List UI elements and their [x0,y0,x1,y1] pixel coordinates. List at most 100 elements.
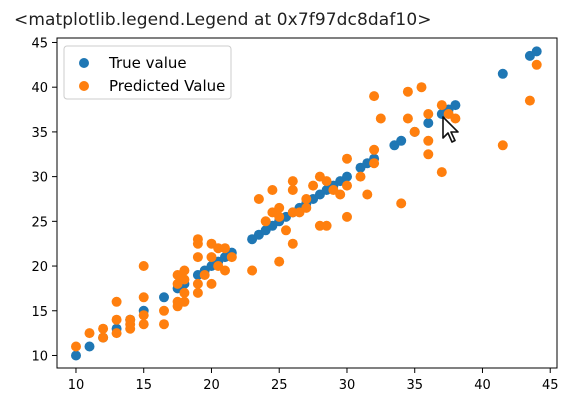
predicted-value-point [220,243,230,254]
predicted-value-point [369,144,380,155]
true-value-point [531,46,542,57]
predicted-value-point [436,100,447,111]
y-tick-label: 25 [31,215,48,230]
predicted-value-point [450,113,461,124]
predicted-value-point [342,211,352,222]
true-value-point [423,118,434,128]
predicted-value-point [192,278,203,289]
true-value-point [84,341,95,352]
predicted-value-point [253,194,264,204]
x-tick-label: 20 [203,378,220,393]
predicted-value-point [416,82,427,93]
y-tick-label: 30 [31,171,48,186]
predicted-value-point [159,305,169,316]
true-value-point [159,292,169,303]
predicted-value-point [375,113,386,124]
predicted-value-point [111,328,122,339]
predicted-value-point [125,323,136,334]
predicted-value-point [192,238,203,249]
predicted-value-point [362,189,373,200]
predicted-value-point [369,91,380,102]
mouse-pointer-icon [442,116,459,143]
predicted-value-point [369,158,380,169]
predicted-value-point [423,109,434,119]
predicted-value-point [179,287,190,298]
predicted-value-point [138,261,149,271]
y-tick-label: 10 [31,349,48,364]
predicted-value-point [138,319,149,330]
predicted-value-point [179,296,190,307]
y-tick-label: 35 [31,126,48,141]
predicted-value-point [179,265,190,276]
predicted-value-point [301,202,312,213]
predicted-value-point [220,265,230,276]
predicted-value-point [355,171,366,182]
x-axis: 10 15 20 25 30 35 40 45 [68,368,559,393]
predicted-value-point [98,323,109,334]
cell-output-text: <matplotlib.legend.Legend at 0x7f97dc8da… [14,10,432,30]
predicted-value-point [423,149,434,160]
predicted-value-point [247,265,258,276]
predicted-value-point [281,225,291,236]
predicted-value-point [321,220,332,231]
predicted-value-point [111,296,122,307]
true-value-point [497,68,508,79]
true-value-point [71,350,81,361]
predicted-value-point [287,176,298,187]
predicted-value-point [531,59,542,70]
predicted-value-point [436,167,447,178]
predicted-value-point [179,274,190,285]
predicted-value-point [342,153,352,164]
predicted-value-point [71,341,81,352]
predicted-value-point [206,252,217,263]
y-tick-label: 40 [31,81,48,96]
predicted-value-point [125,314,136,325]
legend-marker-true-value [79,58,89,68]
points-layer [71,46,542,361]
legend-box [63,45,232,100]
legend-label-predicted-value: Predicted Value [109,77,225,95]
predicted-value-point [260,216,271,227]
predicted-value-point [402,113,413,124]
predicted-value-point [192,252,203,263]
predicted-value-point [226,252,237,263]
predicted-value-point [524,95,535,106]
x-tick-label: 45 [542,378,559,393]
predicted-value-point [287,185,298,195]
predicted-value-point [267,185,278,195]
predicted-value-point [301,194,312,204]
legend-marker-predicted-value [79,81,89,91]
x-tick-label: 25 [271,378,288,393]
predicted-value-point [84,328,95,339]
plot-frame [56,37,558,369]
y-axis: 10 15 20 25 30 35 40 45 [31,36,57,364]
true-value-point [396,135,407,146]
predicted-value-point [274,202,285,213]
x-tick-label: 15 [135,378,152,393]
predicted-value-point [287,238,298,249]
predicted-value-point [497,140,508,151]
predicted-value-point [335,189,346,200]
y-tick-label: 15 [31,305,48,320]
y-tick-label: 45 [31,36,48,51]
true-value-point [450,100,461,111]
predicted-value-point [274,256,285,267]
predicted-value-point [396,198,407,209]
predicted-value-point [274,211,285,222]
predicted-value-point [199,270,210,280]
predicted-value-point [402,86,413,97]
predicted-value-point [111,314,122,325]
x-tick-label: 35 [406,378,423,393]
x-tick-label: 30 [339,378,356,393]
predicted-value-point [206,278,217,289]
predicted-value-point [423,135,434,146]
x-tick-label: 40 [474,378,491,393]
true-value-point [342,171,352,182]
predicted-value-point [138,310,149,321]
predicted-value-point [159,319,169,330]
predicted-value-point [138,292,149,303]
x-tick-label: 10 [68,378,85,393]
predicted-value-point [308,180,319,191]
predicted-value-point [98,332,109,343]
